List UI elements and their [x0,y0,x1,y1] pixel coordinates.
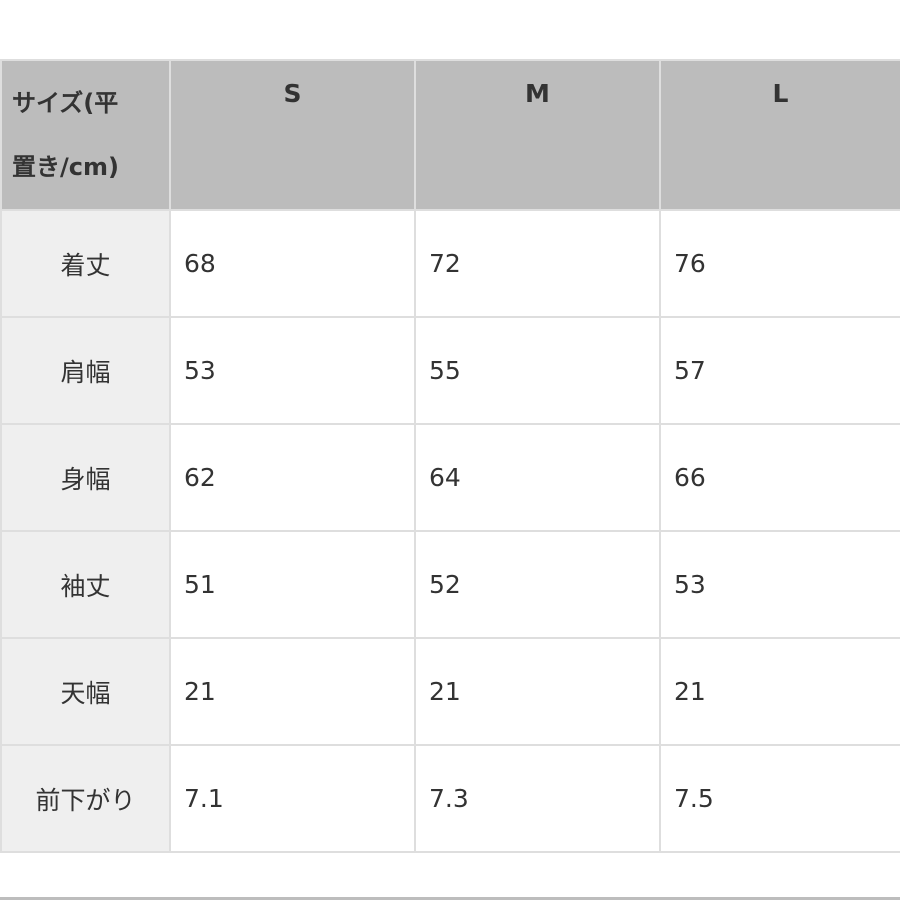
table-cell: 52 [414,530,661,639]
row-label: 袖丈 [0,530,171,639]
table-cell: 68 [169,209,416,318]
table-cell: 64 [414,423,661,532]
row-label: 身幅 [0,423,171,532]
table-cell: 51 [169,530,416,639]
table-cell: 76 [659,209,900,318]
table-cell: 7.5 [659,744,900,853]
table-cell: 62 [169,423,416,532]
column-header-l: L [659,59,900,211]
table-cell: 7.1 [169,744,416,853]
size-header-line2: 置き/cm) [12,153,119,181]
row-label: 着丈 [0,209,171,318]
table-cell: 55 [414,316,661,425]
size-header: サイズ(平 置き/cm) [0,59,171,211]
column-header-s: S [169,59,416,211]
table-cell: 72 [414,209,661,318]
table-row: 着丈 68 72 76 [0,209,900,318]
table-cell: 21 [659,637,900,746]
table-row: 前下がり 7.1 7.3 7.5 [0,744,900,853]
table-cell: 7.3 [414,744,661,853]
table-row: 肩幅 53 55 57 [0,316,900,425]
header-row: サイズ(平 置き/cm) S M L [0,59,900,211]
row-label: 肩幅 [0,316,171,425]
size-header-line1: サイズ(平 [12,89,119,117]
row-label: 前下がり [0,744,171,853]
divider [0,897,900,900]
table-cell: 53 [659,530,900,639]
column-header-m: M [414,59,661,211]
size-table: サイズ(平 置き/cm) S M L 着丈 68 72 76 肩幅 53 55 57 身幅 62 6… [0,59,900,853]
table-cell: 21 [169,637,416,746]
table-row: 天幅 21 21 21 [0,637,900,746]
table-cell: 21 [414,637,661,746]
table-cell: 53 [169,316,416,425]
table-row: 袖丈 51 52 53 [0,530,900,639]
table-cell: 57 [659,316,900,425]
table-cell: 66 [659,423,900,532]
row-label: 天幅 [0,637,171,746]
table-row: 身幅 62 64 66 [0,423,900,532]
